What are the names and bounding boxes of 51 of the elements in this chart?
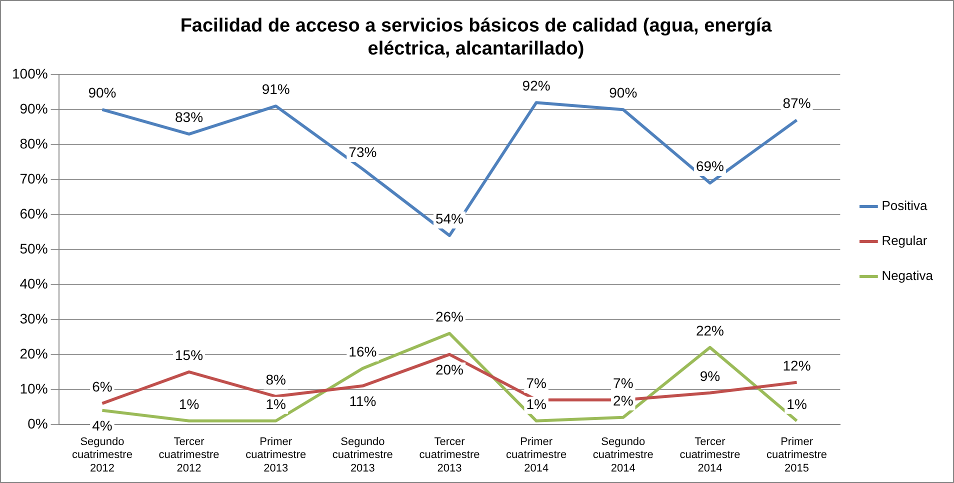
data-label: 11% bbox=[349, 392, 376, 409]
x-tick-label: Segundo cuatrimestre 2013 bbox=[332, 436, 393, 474]
data-label: 7% bbox=[613, 374, 634, 391]
data-label: 1% bbox=[266, 396, 286, 412]
x-tick-label: Segundo cuatrimestre 2012 bbox=[72, 436, 132, 474]
data-label: 20% bbox=[435, 361, 464, 378]
y-tick-label: 70% bbox=[20, 170, 48, 186]
data-label: 12% bbox=[782, 357, 811, 374]
x-tick-label: Primer cuatrimestre 2014 bbox=[506, 436, 567, 474]
data-label: 87% bbox=[782, 94, 811, 111]
legend-label: Negativa bbox=[882, 268, 934, 284]
y-tick-label: 40% bbox=[20, 275, 48, 292]
data-label: 69% bbox=[696, 158, 724, 174]
x-tick-label: Tercer cuatrimestre 2014 bbox=[680, 436, 740, 474]
data-label: 73% bbox=[348, 144, 377, 160]
data-label: 6% bbox=[92, 378, 112, 394]
x-tick-label: Primer cuatrimestre 2015 bbox=[766, 436, 828, 474]
data-label: 92% bbox=[522, 77, 550, 94]
x-tick-label: Primer cuatrimestre 2013 bbox=[246, 436, 306, 474]
chart-title: Facilidad de acceso a servicios básicos de calidad (agua, energía eléctrica, alcantarillado) bbox=[180, 16, 772, 60]
y-tick-label: 100% bbox=[12, 65, 48, 82]
data-label: 9% bbox=[700, 368, 720, 384]
x-tick-label: Tercer cuatrimestre 2012 bbox=[158, 436, 220, 474]
data-label: 90% bbox=[88, 84, 116, 100]
data-label: 1% bbox=[786, 396, 807, 412]
data-label: 26% bbox=[435, 308, 464, 324]
y-tick-label: 10% bbox=[20, 380, 48, 396]
data-label: 1% bbox=[178, 396, 200, 412]
y-tick-label: 50% bbox=[20, 240, 48, 256]
y-tick-label: 0% bbox=[28, 415, 48, 432]
data-label: 16% bbox=[348, 343, 377, 360]
y-tick-label: 90% bbox=[20, 100, 48, 116]
data-label: 2% bbox=[613, 392, 634, 408]
data-label: 91% bbox=[262, 80, 290, 97]
legend-label: Regular bbox=[882, 233, 928, 248]
data-label: 22% bbox=[696, 322, 724, 338]
y-tick-label: 60% bbox=[20, 205, 48, 222]
data-label: 7% bbox=[526, 374, 546, 391]
x-tick-label: Segundo cuatrimestre 2014 bbox=[592, 436, 654, 474]
y-tick-label: 80% bbox=[20, 135, 48, 152]
data-label: 83% bbox=[175, 108, 204, 125]
data-label: 90% bbox=[609, 84, 638, 100]
data-label: 54% bbox=[435, 210, 464, 226]
data-label: 4% bbox=[92, 417, 112, 434]
x-tick-label: Tercer cuatrimestre 2013 bbox=[419, 436, 480, 474]
y-tick-label: 20% bbox=[20, 345, 48, 362]
data-label: 1% bbox=[526, 396, 546, 412]
data-label: 15% bbox=[175, 346, 204, 363]
legend-label: Positiva bbox=[882, 198, 928, 214]
data-label: 8% bbox=[266, 371, 286, 388]
y-tick-label: 30% bbox=[20, 310, 48, 326]
